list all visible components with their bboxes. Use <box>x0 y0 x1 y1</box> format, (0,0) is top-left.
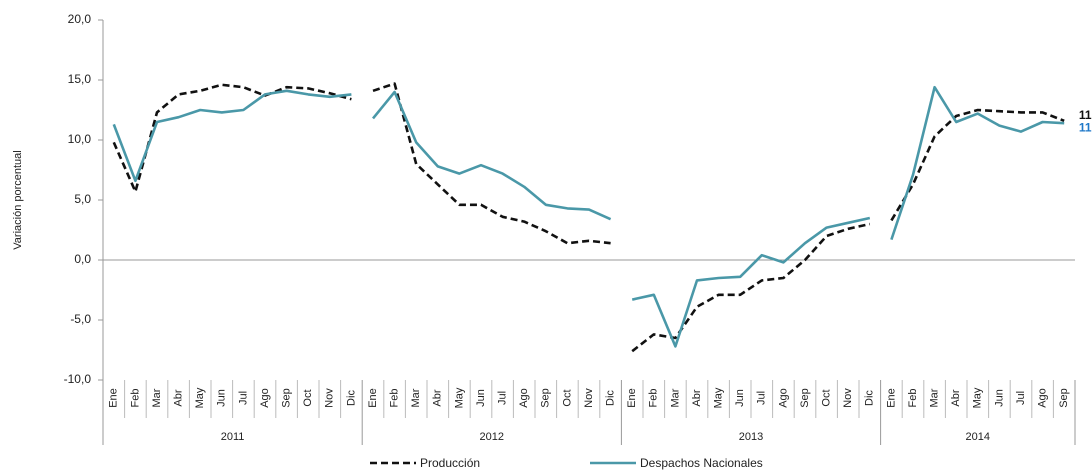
series-line <box>890 85 1065 241</box>
x-tick-label: Abr <box>432 389 444 406</box>
x-tick-label: Feb <box>907 389 919 408</box>
x-tick-label: Abr <box>691 389 703 406</box>
y-tick-label: 15,0 <box>68 72 92 86</box>
x-tick-label: Dic <box>605 390 617 406</box>
series-line <box>112 89 352 183</box>
y-tick-label: 0,0 <box>74 252 91 266</box>
x-tick-label: Ene <box>626 388 638 408</box>
legend-label: Producción <box>420 456 480 470</box>
x-tick-label: Mar <box>669 388 681 407</box>
series-line <box>371 90 612 221</box>
x-tick-label: Jun <box>734 389 746 407</box>
y-tick-label: 20,0 <box>68 12 92 26</box>
x-tick-label: Dic <box>345 390 357 406</box>
x-tick-label: Mar <box>151 388 163 407</box>
x-tick-label: Jun <box>475 389 487 407</box>
value-label: 11,4 <box>1079 120 1092 134</box>
x-tick-label: Nov <box>842 388 854 408</box>
x-tick-label: Sep <box>1058 388 1070 408</box>
x-tick-label: Nov <box>583 388 595 408</box>
x-tick-label: Feb <box>389 389 401 408</box>
x-tick-label: Jul <box>756 391 768 405</box>
x-tick-label: Jul <box>497 391 509 405</box>
x-tick-label: Ene <box>367 388 379 408</box>
x-tick-label: May <box>453 387 465 408</box>
group-label: 2012 <box>480 431 504 443</box>
x-tick-label: Sep <box>281 388 293 408</box>
x-tick-label: Jun <box>993 389 1005 407</box>
group-label: 2014 <box>966 431 990 443</box>
y-tick-label: -10,0 <box>64 372 92 386</box>
x-tick-label: Feb <box>129 389 141 408</box>
series-line <box>631 216 871 348</box>
x-tick-label: May <box>972 387 984 408</box>
x-tick-label: Jul <box>1015 391 1027 405</box>
x-tick-label: Feb <box>648 389 660 408</box>
x-tick-label: Jul <box>237 391 249 405</box>
series-line <box>372 82 611 245</box>
x-tick-label: Ene <box>885 388 897 408</box>
y-tick-label: -5,0 <box>70 312 91 326</box>
x-tick-label: Sep <box>540 388 552 408</box>
x-tick-label: Nov <box>324 388 336 408</box>
y-axis-label: Variación porcentual <box>12 150 24 249</box>
x-tick-label: Jun <box>216 389 228 407</box>
x-tick-label: Oct <box>302 389 314 406</box>
x-tick-label: Oct <box>561 389 573 406</box>
x-tick-label: Ago <box>1037 388 1049 408</box>
series-line <box>112 83 352 193</box>
series-line <box>890 108 1065 222</box>
y-tick-label: 5,0 <box>74 192 91 206</box>
x-tick-label: Sep <box>799 388 811 408</box>
x-tick-label: Ene <box>108 388 120 408</box>
value-label: 11,6 <box>1079 108 1092 122</box>
x-tick-label: Oct <box>821 389 833 406</box>
x-tick-label: Ago <box>777 388 789 408</box>
x-tick-label: May <box>194 387 206 408</box>
group-label: 2011 <box>221 431 245 443</box>
series-line <box>631 222 871 353</box>
group-label: 2013 <box>739 431 763 443</box>
x-tick-label: Ago <box>518 388 530 408</box>
x-tick-label: May <box>713 387 725 408</box>
x-tick-label: Mar <box>410 388 422 407</box>
legend-label: Despachos Nacionales <box>640 456 763 470</box>
y-tick-label: 10,0 <box>68 132 92 146</box>
x-tick-label: Abr <box>950 389 962 406</box>
x-tick-label: Mar <box>929 388 941 407</box>
x-tick-label: Ago <box>259 388 271 408</box>
x-tick-label: Abr <box>173 389 185 406</box>
x-tick-label: Dic <box>864 390 876 406</box>
